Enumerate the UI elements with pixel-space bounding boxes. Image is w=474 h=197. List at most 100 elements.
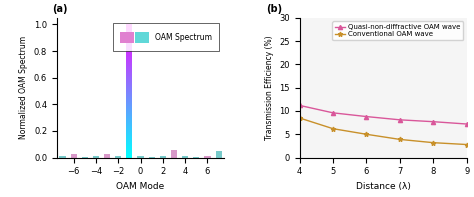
Bar <box>193 157 200 158</box>
Bar <box>127 104 132 105</box>
Bar <box>127 107 132 108</box>
Bar <box>127 65 132 66</box>
Bar <box>127 117 132 118</box>
Bar <box>127 82 132 83</box>
Conventional OAM wave <box>364 133 369 136</box>
Bar <box>127 155 132 156</box>
Bar <box>127 51 132 52</box>
Bar <box>160 156 166 158</box>
Bar <box>127 157 132 158</box>
Bar <box>127 80 132 81</box>
Bar <box>127 30 132 31</box>
Bar <box>127 154 132 155</box>
Bar <box>127 118 132 119</box>
Bar <box>127 123 132 124</box>
Bar <box>127 85 132 86</box>
Bar <box>127 90 132 91</box>
Bar <box>115 156 121 158</box>
Conventional OAM wave <box>330 127 336 130</box>
Bar <box>127 78 132 79</box>
Conventional OAM wave <box>464 143 470 146</box>
Line: Quasi-non-diffractive OAM wave: Quasi-non-diffractive OAM wave <box>298 103 469 126</box>
Bar <box>127 60 132 61</box>
Bar <box>127 26 132 27</box>
Bar <box>127 106 132 107</box>
Bar <box>127 79 132 80</box>
Bar <box>127 84 132 85</box>
Bar <box>127 44 132 45</box>
Bar <box>127 116 132 117</box>
Bar <box>127 150 132 151</box>
Bar <box>127 49 132 50</box>
Bar <box>127 36 132 37</box>
Bar <box>127 28 132 29</box>
Text: (a): (a) <box>52 4 67 14</box>
Bar <box>59 156 65 158</box>
Bar <box>127 112 132 113</box>
Bar <box>127 37 132 38</box>
Bar <box>127 98 132 99</box>
Bar <box>127 144 132 145</box>
Bar <box>127 38 132 39</box>
Bar <box>127 138 132 139</box>
Bar <box>127 156 132 157</box>
Bar <box>127 120 132 121</box>
Bar <box>127 108 132 109</box>
Y-axis label: Normalized OAM Spectrum: Normalized OAM Spectrum <box>19 36 28 139</box>
Bar <box>127 83 132 84</box>
Bar <box>127 131 132 132</box>
Bar <box>127 81 132 82</box>
Bar <box>127 114 132 115</box>
Bar <box>127 73 132 74</box>
Bar <box>137 156 144 158</box>
Bar <box>127 72 132 73</box>
Bar <box>104 154 110 158</box>
Bar <box>127 140 132 141</box>
Bar <box>127 91 132 92</box>
Conventional OAM wave <box>430 141 436 144</box>
Bar <box>127 132 132 133</box>
Bar <box>127 124 132 125</box>
Bar <box>127 119 132 120</box>
Bar <box>127 134 132 135</box>
Bar <box>127 76 132 77</box>
Bar <box>127 97 132 98</box>
Bar <box>127 67 132 68</box>
Bar <box>127 135 132 136</box>
Bar <box>127 137 132 138</box>
Bar <box>127 102 132 103</box>
Text: (b): (b) <box>266 4 282 14</box>
Bar <box>127 68 132 69</box>
Bar <box>82 157 88 158</box>
Quasi-non-diffractive OAM wave <box>330 112 336 114</box>
Bar <box>127 151 132 152</box>
Bar <box>127 29 132 30</box>
Quasi-non-diffractive OAM wave <box>464 123 470 125</box>
Bar <box>127 39 132 40</box>
Bar <box>127 33 132 34</box>
Bar <box>127 41 132 42</box>
Quasi-non-diffractive OAM wave <box>297 104 302 107</box>
Bar <box>127 74 132 75</box>
Bar <box>127 141 132 142</box>
Bar <box>127 143 132 144</box>
X-axis label: OAM Mode: OAM Mode <box>117 182 164 191</box>
Bar <box>127 153 132 154</box>
Bar <box>127 34 132 35</box>
Bar <box>127 152 132 153</box>
Bar <box>127 62 132 63</box>
Bar <box>127 52 132 53</box>
Bar <box>127 24 132 25</box>
Bar <box>127 64 132 65</box>
Bar <box>127 133 132 134</box>
Bar <box>127 94 132 95</box>
Bar <box>127 115 132 116</box>
Bar <box>127 103 132 104</box>
Conventional OAM wave <box>297 117 302 119</box>
Bar <box>71 154 77 158</box>
Bar <box>127 57 132 58</box>
Bar <box>127 125 132 126</box>
Quasi-non-diffractive OAM wave <box>364 115 369 118</box>
Bar <box>127 129 132 130</box>
Bar <box>127 87 132 88</box>
